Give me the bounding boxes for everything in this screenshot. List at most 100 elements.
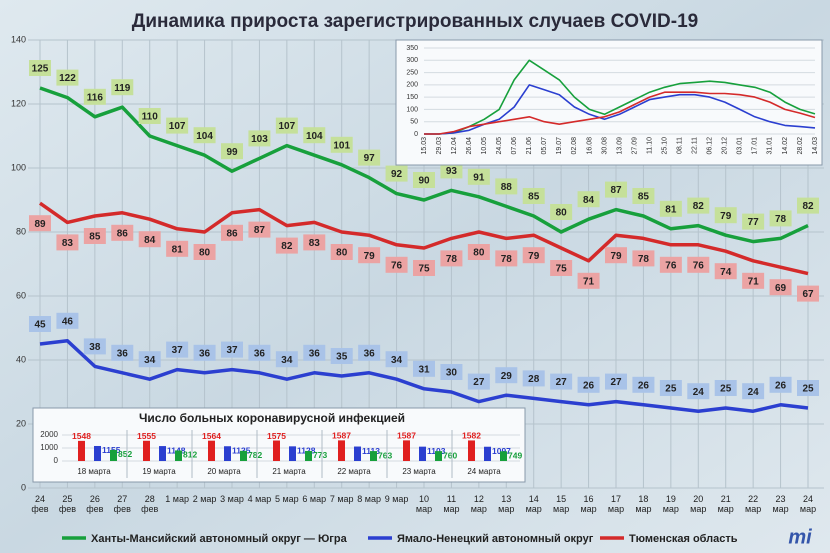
label-box	[769, 376, 792, 393]
label-box	[659, 200, 682, 217]
x-tick-label: 06.12	[707, 137, 714, 155]
legend-label: Тюменская область	[629, 533, 738, 545]
data-label: 76	[391, 260, 403, 271]
data-label: 104	[306, 131, 323, 142]
data-label: 79	[528, 251, 540, 262]
label-box	[138, 231, 161, 248]
x-tick-label: 19.07	[556, 137, 563, 155]
data-label: 79	[720, 211, 732, 222]
data-label: 34	[281, 355, 293, 366]
data-label: 87	[254, 225, 266, 236]
label-box	[29, 60, 51, 76]
data-label: 26	[638, 380, 650, 391]
data-label: 25	[802, 384, 814, 395]
bar	[403, 440, 410, 461]
bar	[435, 451, 442, 461]
data-label: 89	[34, 219, 46, 230]
x-tick-label: 6 мар	[302, 494, 327, 504]
label-box	[495, 250, 518, 267]
data-label: 107	[169, 121, 186, 132]
data-label: 1128	[297, 446, 316, 456]
data-label: 1135	[232, 445, 251, 455]
y-tick-label: 0	[54, 456, 59, 465]
data-label: 26	[583, 380, 595, 391]
x-tick-label: 27.09	[631, 137, 638, 155]
label-box	[166, 117, 189, 134]
label-box	[83, 338, 106, 355]
data-label: 782	[248, 450, 262, 460]
data-label: 1113	[362, 446, 380, 456]
x-tick-label-box: 19 мар	[662, 494, 679, 514]
data-label: 1103	[427, 446, 446, 456]
x-tick-label: 24 мар	[799, 494, 817, 514]
label-box	[358, 247, 381, 264]
series-line	[39, 339, 809, 413]
x-tick-label: 17.01	[752, 137, 759, 155]
data-label: 36	[364, 348, 376, 359]
bar	[143, 440, 150, 461]
data-label: 1564	[202, 431, 221, 441]
data-label: 97	[364, 153, 376, 164]
x-tick-label: 23 мар	[772, 494, 789, 514]
data-label: 86	[226, 228, 238, 239]
data-label: 37	[172, 345, 184, 356]
data-label: 82	[693, 201, 705, 212]
x-tick-label: 28 фев	[141, 494, 159, 514]
x-tick-label: 13 мар	[498, 494, 515, 514]
bar	[273, 440, 280, 461]
y-tick-label: 60	[16, 290, 26, 300]
data-label: 104	[196, 131, 213, 142]
label-box	[550, 204, 573, 220]
x-tick-label: 07.06	[511, 137, 518, 155]
label-box	[111, 224, 134, 241]
chart-title: Динамика прироста зарегистрированных слу…	[132, 11, 698, 32]
label-box	[193, 344, 216, 361]
label-box	[687, 256, 710, 273]
x-tick-label: 20.12	[722, 137, 729, 155]
x-tick-label: 26.04	[466, 137, 473, 155]
data-label: 91	[473, 172, 485, 183]
bar	[468, 440, 475, 461]
x-tick-label-box: 8 мар	[357, 494, 381, 504]
data-label: 25	[665, 384, 677, 395]
x-tick-label-box: 13 мар	[498, 494, 515, 514]
bar	[419, 446, 426, 461]
x-tick-label: 7 мар	[329, 494, 354, 504]
series-line	[39, 86, 809, 244]
data-label: 1097	[492, 446, 511, 456]
bar	[175, 450, 182, 461]
data-label: 83	[62, 238, 74, 249]
label-box	[111, 79, 134, 96]
label-box	[687, 197, 710, 214]
data-label: 81	[665, 204, 677, 215]
data-label: 85	[638, 192, 650, 203]
x-tick-label-box: 10 мар	[416, 494, 432, 514]
x-tick-label-box: 2 мар	[193, 494, 217, 504]
label-box	[138, 108, 161, 124]
y-tick-label: 0	[21, 482, 26, 492]
x-tick-label: 24 марта	[467, 467, 501, 476]
data-label: 99	[226, 147, 238, 158]
data-label: 1555	[137, 431, 156, 441]
data-label: 852	[118, 449, 132, 459]
data-label: 83	[309, 238, 321, 249]
bar	[94, 445, 101, 461]
data-label: 76	[693, 260, 705, 271]
x-tick-label-box: 26 фев	[86, 494, 103, 514]
x-tick-label-box: 24 мар	[799, 494, 817, 514]
label-box	[632, 376, 655, 393]
data-label: 74	[720, 267, 732, 278]
x-tick-label-box: 11 мар	[443, 494, 459, 514]
x-tick-label: 21.06	[526, 137, 533, 155]
label-box	[797, 197, 819, 214]
data-label: 92	[391, 169, 403, 180]
x-tick-label: 19 мар	[662, 494, 679, 514]
y-tick-label: 40	[16, 354, 26, 364]
bar	[240, 450, 247, 461]
data-label: 27	[556, 377, 568, 388]
label-box	[303, 234, 326, 251]
x-tick-label: 03.01	[737, 137, 744, 155]
x-tick-label: 11.10	[646, 137, 653, 154]
